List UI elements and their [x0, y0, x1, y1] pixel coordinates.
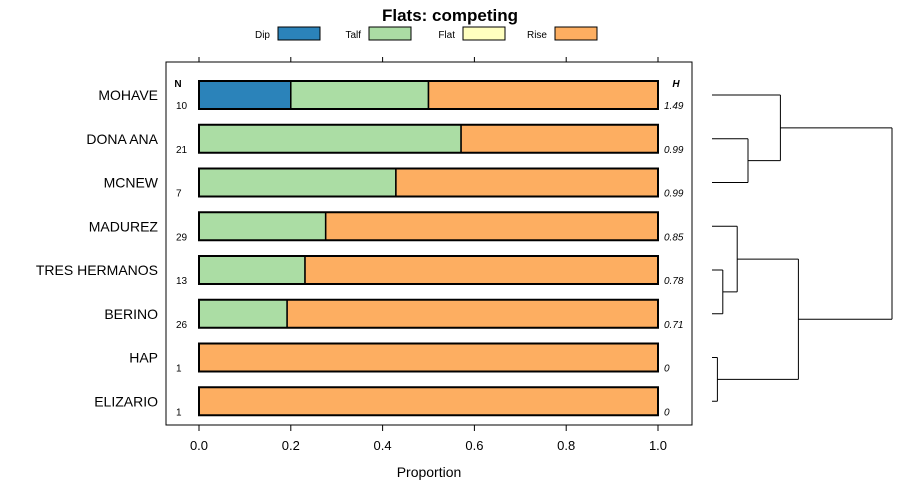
bar-mcnew-rise — [395, 167, 659, 198]
legend-swatch-dip — [277, 26, 321, 41]
legend-swatch-rise — [554, 26, 598, 41]
h-labels: 1.49 0.99 0.99 0.85 0.78 0.71 0 0 — [664, 101, 684, 418]
category-label-hap: HAP — [129, 350, 158, 366]
legend-label-rise: Rise — [527, 30, 547, 41]
h-label-berino: 0.71 — [664, 320, 683, 331]
bar-outline-tres-hermanos — [198, 255, 659, 285]
h-label-mcnew: 0.99 — [664, 189, 684, 200]
h-label-tres-hermanos: 0.78 — [664, 276, 684, 287]
n-label-mohave: 10 — [176, 101, 188, 112]
legend-label-flat: Flat — [438, 30, 455, 41]
bars — [198, 80, 659, 417]
category-label-madurez: MADUREZ — [89, 218, 159, 234]
category-label-elizario: ELIZARIO — [94, 393, 158, 409]
legend-label-talf: Talf — [345, 30, 361, 41]
chart-title: Flats: competing — [382, 6, 518, 25]
legend-swatch-talf — [368, 26, 412, 41]
n-column-header: N — [174, 79, 181, 90]
plot-frame — [165, 61, 693, 426]
bar-outline-madurez — [198, 211, 659, 242]
bar-mohave-rise — [427, 80, 659, 110]
x-tick-label-0-6: 0.6 — [465, 438, 483, 453]
n-label-tres-hermanos: 13 — [176, 276, 188, 287]
bar-tres-hermanos-talf — [198, 255, 306, 285]
bar-mcnew-talf — [198, 167, 397, 198]
bar-berino-talf — [198, 299, 288, 329]
n-label-mcnew: 7 — [176, 189, 182, 200]
x-axis: 0.0 0.2 0.4 0.6 0.8 1.0 — [190, 425, 667, 453]
h-label-elizario: 0 — [664, 407, 670, 418]
h-column-header: H — [672, 79, 680, 90]
x-tick-label-0-2: 0.2 — [282, 438, 300, 453]
category-label-mohave: MOHAVE — [98, 87, 158, 103]
top-axis-ticks — [198, 57, 659, 62]
category-label-mcnew: MCNEW — [104, 175, 159, 191]
legend-swatch-flat — [462, 26, 506, 41]
legend-label-dip: Dip — [255, 30, 270, 41]
bar-tres-hermanos-rise — [304, 255, 659, 285]
x-axis-title: Proportion — [397, 464, 462, 480]
h-label-madurez: 0.85 — [664, 232, 684, 243]
n-labels: 10 21 7 29 13 26 1 1 — [176, 101, 188, 418]
bar-mohave-talf — [290, 80, 430, 110]
bar-madurez-rise — [324, 211, 659, 241]
category-label-tres-hermanos: TRES HERMANOS — [36, 262, 158, 278]
category-label-dona-ana: DONA ANA — [86, 131, 158, 147]
bar-madurez-talf — [198, 211, 327, 241]
n-label-berino: 26 — [176, 320, 188, 331]
n-label-madurez: 29 — [176, 232, 188, 243]
n-label-elizario: 1 — [176, 407, 182, 418]
category-label-berino: BERINO — [104, 306, 158, 322]
legend: Dip Talf Flat Rise — [255, 26, 598, 41]
bar-elizario-rise — [198, 386, 659, 416]
x-tick-label-0-0: 0.0 — [190, 438, 208, 453]
bar-outline-hap — [198, 342, 659, 373]
h-label-mohave: 1.49 — [664, 101, 684, 112]
bar-hap-rise — [198, 342, 659, 373]
bar-outline-elizario — [198, 386, 659, 417]
dendrogram — [712, 94, 893, 402]
bar-outline-mcnew — [198, 167, 659, 198]
bar-mohave-dip — [198, 80, 292, 110]
bar-dona-ana-talf — [198, 124, 462, 154]
bar-outline-mohave — [198, 80, 659, 110]
h-label-hap: 0 — [664, 364, 670, 375]
x-tick-label-1-0: 1.0 — [649, 438, 667, 453]
x-tick-label-0-8: 0.8 — [557, 438, 575, 453]
bar-outline-dona-ana — [198, 123, 659, 154]
bar-outline-berino — [198, 298, 659, 329]
bar-dona-ana-rise — [460, 124, 659, 154]
bar-berino-rise — [286, 299, 659, 329]
n-label-hap: 1 — [176, 364, 182, 375]
x-tick-label-0-4: 0.4 — [374, 438, 392, 453]
n-label-dona-ana: 21 — [176, 145, 188, 156]
category-labels: MOHAVE DONA ANA MCNEW MADUREZ TRES HERMANOS B… — [36, 87, 159, 409]
h-label-dona-ana: 0.99 — [664, 145, 684, 156]
